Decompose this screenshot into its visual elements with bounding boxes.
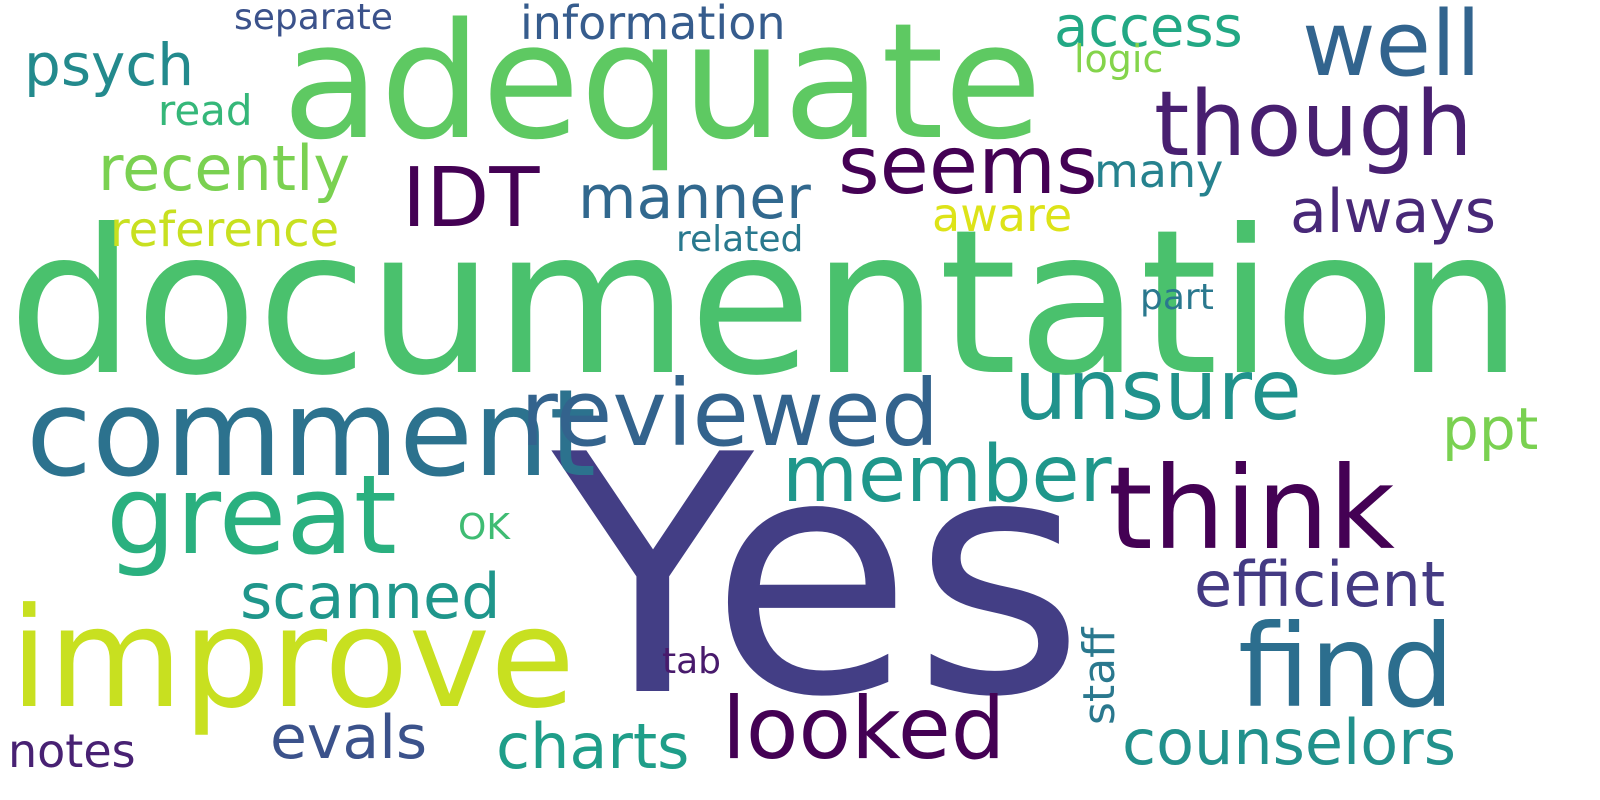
word-manner: manner <box>578 163 811 233</box>
word-find: find <box>1238 600 1455 733</box>
word-logic: logic <box>1074 37 1164 81</box>
word-idt: IDT <box>402 151 540 246</box>
word-looked: looked <box>722 679 1006 779</box>
word-evals: evals <box>270 703 428 773</box>
word-adequate: adequate <box>282 0 1043 175</box>
word-related: related <box>676 219 804 260</box>
word-many: many <box>1094 144 1224 198</box>
word-notes: notes <box>8 724 136 778</box>
word-great: great <box>106 451 397 579</box>
word-unsure: unsure <box>1014 341 1302 439</box>
word-scanned: scanned <box>240 560 501 633</box>
word-psych: psych <box>24 31 195 99</box>
word-seems: seems <box>838 119 1098 212</box>
word-improve: improve <box>10 578 576 739</box>
word-always: always <box>1290 177 1497 247</box>
word-though: though <box>1154 72 1473 177</box>
word-staff: staff <box>1074 627 1125 725</box>
word-information: information <box>520 0 786 50</box>
word-aware: aware <box>932 188 1073 242</box>
word-yes: Yes <box>552 385 1085 769</box>
word-charts: charts <box>496 710 690 783</box>
word-ppt: ppt <box>1442 395 1539 463</box>
word-documentation: documentation <box>8 187 1523 420</box>
word-tab: tab <box>662 641 722 682</box>
word-access: access <box>1054 0 1243 60</box>
word-think: think <box>1108 442 1395 575</box>
word-separate: separate <box>234 0 393 38</box>
word-reference: reference <box>110 202 340 258</box>
word-comment: comment <box>26 365 597 504</box>
word-recently: recently <box>98 132 351 205</box>
word-efficient: efficient <box>1194 548 1446 621</box>
word-ok: OK <box>458 507 510 548</box>
word-read: read <box>158 86 253 135</box>
word-member: member <box>782 430 1112 520</box>
word-counselors: counselors <box>1122 706 1457 779</box>
word-part: part <box>1140 277 1214 318</box>
word-reviewed: reviewed <box>520 360 940 467</box>
word-well: well <box>1302 0 1481 97</box>
